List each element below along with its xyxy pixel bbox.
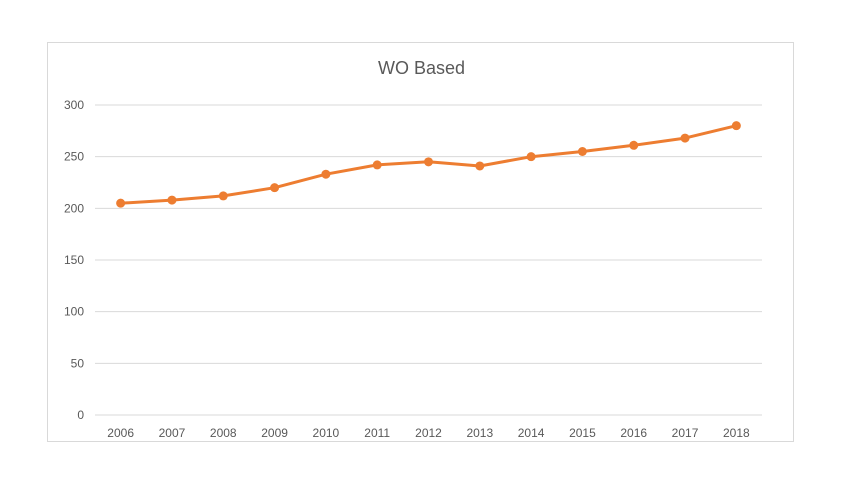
data-point-2013: [475, 161, 485, 171]
data-point-2018: [731, 121, 741, 131]
x-tick-label: 2007: [159, 426, 186, 440]
x-tick-label: 2012: [415, 426, 442, 440]
data-point-2017: [680, 133, 690, 143]
data-point-2007: [167, 195, 177, 205]
x-tick-label: 2006: [107, 426, 134, 440]
y-tick-label: 150: [64, 253, 84, 267]
y-tick-label: 200: [64, 201, 84, 215]
y-tick-label: 300: [64, 98, 84, 112]
data-point-2015: [577, 147, 587, 156]
chart-area: WO Based: [47, 42, 794, 442]
chart-title: WO Based: [377, 58, 466, 78]
data-point-2016: [629, 140, 639, 150]
y-tick-label: 0: [77, 408, 84, 422]
data-point-2009: [270, 183, 280, 193]
x-tick-label: 2009: [261, 426, 288, 440]
x-tick-label: 2016: [620, 426, 647, 440]
x-tick-label: 2008: [210, 426, 237, 440]
x-tick-label: 2011: [364, 426, 390, 440]
x-tick-label: 2017: [672, 426, 699, 440]
data-point-2014: [526, 152, 536, 162]
data-point-2010: [321, 169, 331, 179]
y-tick-label: 50: [71, 356, 85, 370]
x-tick-label: 2018: [723, 426, 750, 440]
x-tick-label: 2015: [569, 426, 596, 440]
data-point-2012: [424, 157, 433, 167]
y-tick-label: 250: [64, 150, 84, 164]
y-tick-label: 100: [64, 305, 84, 319]
data-point-2011: [372, 160, 382, 170]
data-point-2006: [116, 198, 126, 208]
x-tick-label: 2010: [313, 426, 340, 440]
x-tick-label: 2014: [518, 426, 545, 440]
data-point-2008: [218, 191, 228, 201]
x-tick-label: 2013: [466, 426, 493, 440]
